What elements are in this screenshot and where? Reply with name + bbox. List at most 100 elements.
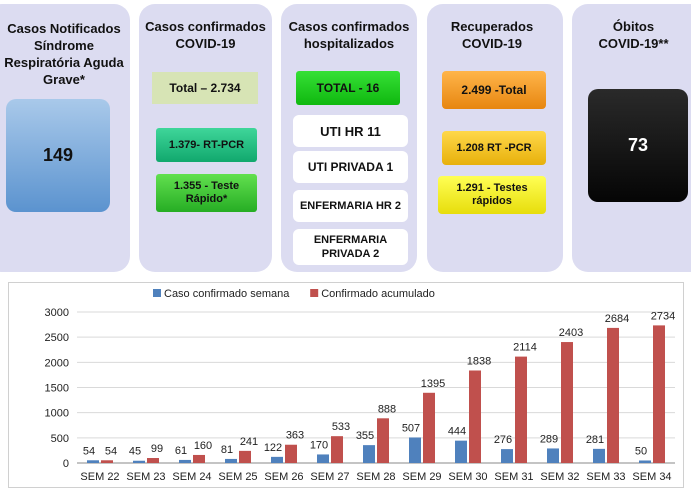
- bar-cumulative: [331, 436, 343, 463]
- card-confirmados-title: Casos confirmados COVID-19: [145, 19, 266, 51]
- y-tick-label: 500: [51, 433, 69, 445]
- data-label-weekly: 276: [494, 434, 512, 446]
- recuperados-total-box: 2.499 -Total: [442, 71, 546, 109]
- legend-swatch: [153, 289, 161, 297]
- x-tick-label: SEM 34: [632, 471, 671, 483]
- x-tick-label: SEM 31: [494, 471, 533, 483]
- y-tick-label: 2500: [45, 332, 69, 344]
- data-label-cumulative: 2734: [651, 310, 675, 322]
- data-label-weekly: 54: [83, 445, 95, 457]
- chart-frame: 0 500 1000 1500 2000 2500 3000 54 54 SEM 22 45 99 SE…: [8, 282, 684, 488]
- x-tick-label: SEM 29: [402, 471, 441, 483]
- bar-cumulative: [193, 454, 205, 463]
- card-hospitalizados: Casos confirmados hospitalizados TOTAL -…: [281, 4, 417, 272]
- recuperados-rapido-box: 1.291 - Testes rápidos: [438, 176, 546, 214]
- data-label-cumulative: 54: [105, 445, 117, 457]
- data-label-weekly: 355: [356, 430, 374, 442]
- bar-cumulative: [377, 418, 389, 463]
- hospitalizados-item-enfermaria-hr: ENFERMARIA HR 2: [293, 190, 408, 222]
- data-label-weekly: 281: [586, 434, 604, 446]
- card-hospitalizados-title: Casos confirmados hospitalizados: [288, 19, 410, 51]
- bar-cumulative: [285, 444, 297, 463]
- bar-cumulative: [469, 370, 481, 463]
- x-tick-label: SEM 30: [448, 471, 487, 483]
- data-label-weekly: 444: [448, 426, 466, 438]
- hospitalizados-item-uti-privada: UTI PRIVADA 1: [293, 151, 408, 183]
- y-tick-label: 1000: [45, 408, 69, 420]
- data-label-cumulative: 2114: [513, 342, 537, 354]
- bar-cumulative: [515, 356, 527, 463]
- card-srag-title: Casos Notificados Síndrome Respiratória …: [4, 21, 124, 87]
- bar-weekly: [225, 458, 237, 463]
- data-label-cumulative: 160: [194, 440, 212, 452]
- srag-value-box: 149: [6, 99, 110, 212]
- y-tick-label: 0: [63, 458, 69, 470]
- bar-cumulative: [147, 458, 159, 463]
- bar-weekly: [639, 460, 651, 463]
- y-tick-label: 3000: [45, 307, 69, 319]
- hospitalizados-item-uti-hr: UTI HR 11: [293, 115, 408, 147]
- card-obitos: Óbitos COVID-19** 73: [572, 4, 691, 272]
- x-tick-label: SEM 26: [264, 471, 303, 483]
- confirmados-total-box: Total – 2.734: [152, 72, 258, 104]
- card-confirmados: Casos confirmados COVID-19 Total – 2.734…: [139, 4, 272, 272]
- data-label-cumulative: 2403: [559, 327, 583, 339]
- bar-weekly: [409, 437, 421, 463]
- bar-weekly: [501, 449, 513, 463]
- bar-weekly: [455, 440, 467, 463]
- weekly-cases-chart: 0 500 1000 1500 2000 2500 3000 54 54 SEM 22 45 99 SE…: [45, 288, 676, 483]
- card-srag: Casos Notificados Síndrome Respiratória …: [0, 4, 130, 272]
- bar-weekly: [271, 456, 283, 463]
- x-tick-label: SEM 24: [172, 471, 211, 483]
- bar-cumulative: [423, 392, 435, 463]
- data-label-weekly: 45: [129, 446, 141, 458]
- x-tick-label: SEM 23: [126, 471, 165, 483]
- bar-weekly: [363, 445, 375, 463]
- bar-weekly: [547, 448, 559, 463]
- bar-weekly: [593, 448, 605, 463]
- data-label-cumulative: 533: [332, 421, 350, 433]
- data-label-cumulative: 363: [286, 430, 304, 442]
- hospitalizados-item-enfermaria-privada: ENFERMARIA PRIVADA 2: [293, 229, 408, 265]
- data-label-weekly: 507: [402, 422, 420, 434]
- x-tick-label: SEM 28: [356, 471, 395, 483]
- x-tick-label: SEM 33: [586, 471, 625, 483]
- data-label-weekly: 61: [175, 445, 187, 457]
- bar-weekly: [179, 459, 191, 463]
- x-tick-label: SEM 25: [218, 471, 257, 483]
- data-label-cumulative: 2684: [605, 313, 629, 325]
- data-label-cumulative: 99: [151, 443, 163, 455]
- bar-weekly: [317, 454, 329, 463]
- bar-cumulative: [607, 327, 619, 463]
- card-obitos-title: Óbitos COVID-19**: [598, 19, 669, 51]
- y-tick-label: 1500: [45, 383, 69, 395]
- confirmados-rapido-box: 1.355 - Teste Rápido*: [156, 174, 257, 212]
- bar-cumulative: [239, 450, 251, 463]
- card-recuperados: Recuperados COVID-19 2.499 -Total 1.208 …: [427, 4, 563, 272]
- data-label-cumulative: 1395: [421, 378, 445, 390]
- y-tick-label: 2000: [45, 357, 69, 369]
- bar-weekly: [133, 460, 145, 463]
- data-label-cumulative: 1838: [467, 355, 491, 367]
- card-recuperados-title: Recuperados COVID-19: [450, 19, 534, 51]
- data-label-weekly: 170: [310, 439, 328, 451]
- bar-cumulative: [561, 342, 573, 463]
- obitos-value-box: 73: [588, 89, 688, 202]
- data-label-cumulative: 241: [240, 436, 258, 448]
- confirmados-rtpcr-box: 1.379- RT-PCR: [156, 128, 257, 162]
- x-tick-label: SEM 22: [80, 471, 119, 483]
- x-tick-label: SEM 32: [540, 471, 579, 483]
- bar-weekly: [87, 460, 99, 463]
- legend-label: Caso confirmado semana: [164, 288, 290, 300]
- data-label-cumulative: 888: [378, 403, 396, 415]
- data-label-weekly: 289: [540, 433, 558, 445]
- data-label-weekly: 50: [635, 445, 647, 457]
- recuperados-rtpcr-box: 1.208 RT -PCR: [442, 131, 546, 165]
- x-tick-label: SEM 27: [310, 471, 349, 483]
- data-label-weekly: 81: [221, 444, 233, 456]
- legend-swatch: [310, 289, 319, 297]
- bar-cumulative: [653, 325, 665, 463]
- hospitalizados-total-box: TOTAL - 16: [296, 71, 400, 105]
- data-label-weekly: 122: [264, 442, 282, 454]
- legend-label: Confirmado acumulado: [321, 288, 435, 300]
